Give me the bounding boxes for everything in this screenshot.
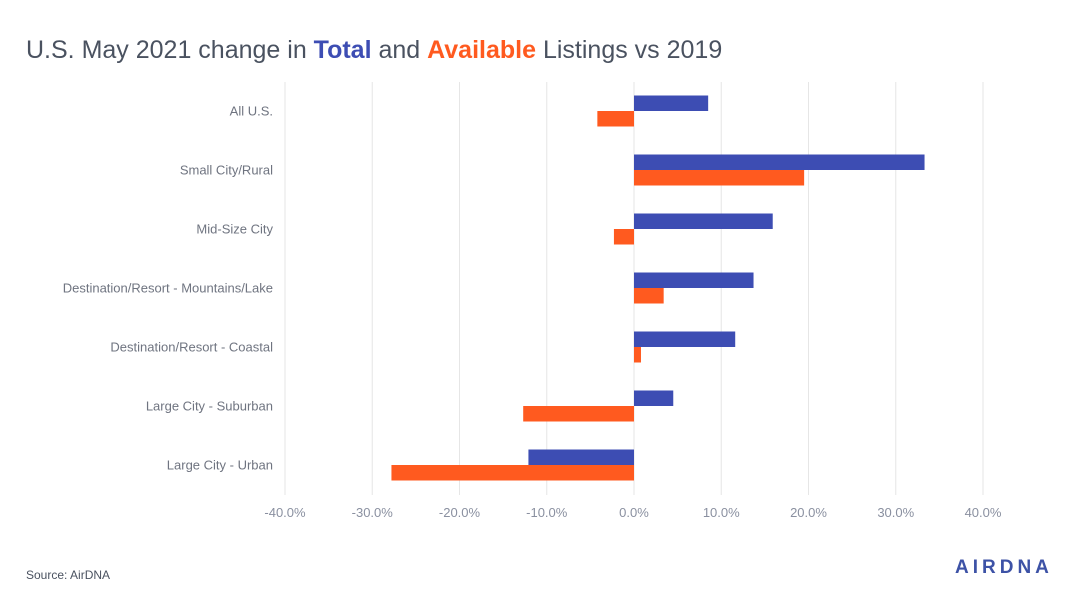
title-middle: and xyxy=(371,36,428,64)
airdna-logo: AIRDNA xyxy=(955,557,1053,578)
title-prefix: U.S. May 2021 change in xyxy=(26,36,314,64)
x-tick-label: 20.0% xyxy=(790,505,827,520)
category-label: Mid-Size City xyxy=(196,222,273,237)
available-bar xyxy=(523,406,634,422)
available-bar xyxy=(634,288,664,304)
total-bar xyxy=(634,95,709,111)
available-bar xyxy=(597,111,634,127)
category-label: Large City - Urban xyxy=(167,458,273,473)
category-label: Destination/Resort - Coastal xyxy=(110,340,273,355)
category-label: All U.S. xyxy=(230,104,273,119)
total-bar xyxy=(634,272,754,288)
available-bar xyxy=(634,170,805,186)
x-tick-label: -40.0% xyxy=(264,505,306,520)
category-label: Destination/Resort - Mountains/Lake xyxy=(63,281,273,296)
total-bar xyxy=(634,154,925,170)
total-bar xyxy=(634,331,736,347)
total-bar xyxy=(634,213,773,229)
x-tick-label: -30.0% xyxy=(352,505,394,520)
chart-title: U.S. May 2021 change in Total and Availa… xyxy=(26,36,722,65)
x-tick-label: 10.0% xyxy=(703,505,740,520)
available-bar xyxy=(634,347,641,363)
category-label: Small City/Rural xyxy=(180,163,273,178)
title-suffix: Listings vs 2019 xyxy=(536,36,723,64)
total-bar xyxy=(528,449,634,465)
total-bar xyxy=(634,390,674,406)
x-tick-label: 0.0% xyxy=(619,505,649,520)
title-available-word: Available xyxy=(427,36,537,64)
title-total-word: Total xyxy=(313,36,372,64)
x-tick-label: 40.0% xyxy=(965,505,1002,520)
x-tick-label: 30.0% xyxy=(877,505,914,520)
category-label: Large City - Suburban xyxy=(146,399,273,414)
x-tick-label: -10.0% xyxy=(526,505,568,520)
available-bar xyxy=(613,229,634,245)
source-note: Source: AirDNA xyxy=(26,568,111,582)
x-tick-label: -20.0% xyxy=(439,505,481,520)
available-bar xyxy=(391,465,634,481)
